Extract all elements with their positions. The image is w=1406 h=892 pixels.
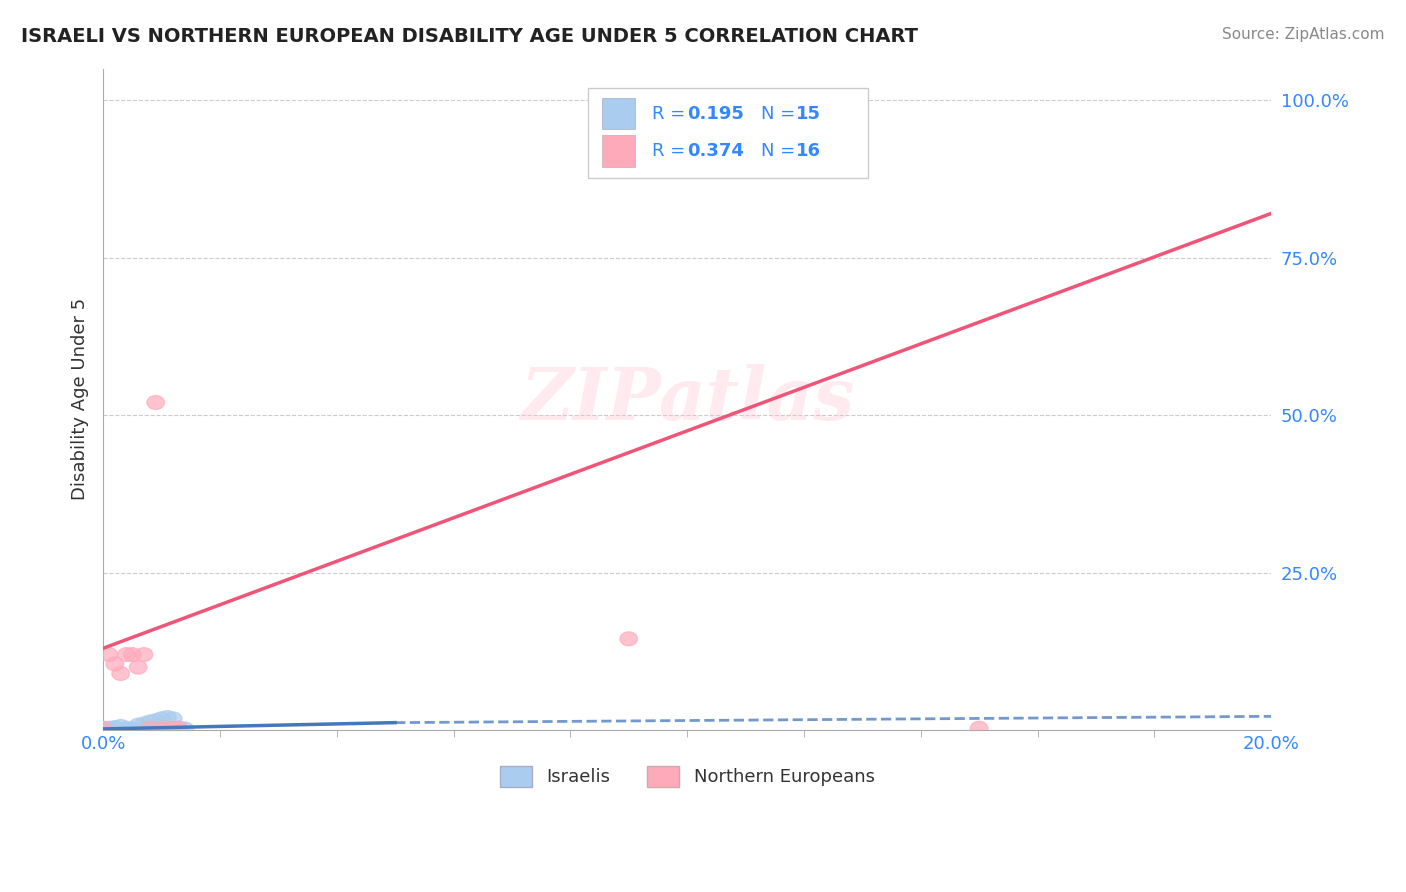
Ellipse shape — [165, 712, 181, 726]
Ellipse shape — [129, 718, 148, 732]
Ellipse shape — [159, 711, 176, 724]
Ellipse shape — [170, 722, 188, 735]
Ellipse shape — [105, 657, 124, 671]
Ellipse shape — [141, 715, 159, 729]
Ellipse shape — [135, 648, 153, 662]
FancyBboxPatch shape — [602, 136, 634, 167]
Ellipse shape — [176, 722, 194, 736]
Ellipse shape — [165, 722, 181, 735]
Ellipse shape — [124, 648, 141, 662]
Ellipse shape — [118, 722, 135, 735]
Text: ISRAELI VS NORTHERN EUROPEAN DISABILITY AGE UNDER 5 CORRELATION CHART: ISRAELI VS NORTHERN EUROPEAN DISABILITY … — [21, 27, 918, 45]
Ellipse shape — [970, 722, 988, 735]
Legend: Israelis, Northern Europeans: Israelis, Northern Europeans — [492, 759, 882, 794]
Ellipse shape — [124, 722, 141, 736]
Text: 0.195: 0.195 — [688, 104, 744, 122]
Ellipse shape — [118, 648, 135, 662]
Text: R =: R = — [652, 142, 692, 161]
Y-axis label: Disability Age Under 5: Disability Age Under 5 — [72, 298, 89, 500]
Ellipse shape — [170, 722, 188, 735]
Ellipse shape — [100, 648, 118, 662]
Ellipse shape — [94, 722, 112, 735]
Ellipse shape — [100, 722, 118, 735]
Text: N =: N = — [761, 104, 800, 122]
Ellipse shape — [620, 632, 637, 646]
Ellipse shape — [153, 722, 170, 735]
Text: N =: N = — [761, 142, 800, 161]
Text: R =: R = — [652, 104, 692, 122]
Text: 15: 15 — [796, 104, 821, 122]
Ellipse shape — [135, 717, 153, 731]
FancyBboxPatch shape — [588, 88, 868, 178]
Ellipse shape — [148, 395, 165, 409]
Text: Source: ZipAtlas.com: Source: ZipAtlas.com — [1222, 27, 1385, 42]
Ellipse shape — [105, 721, 124, 735]
Ellipse shape — [148, 714, 165, 728]
Ellipse shape — [94, 722, 112, 735]
Text: 0.374: 0.374 — [688, 142, 744, 161]
FancyBboxPatch shape — [602, 97, 634, 129]
Ellipse shape — [141, 722, 159, 735]
Ellipse shape — [112, 666, 129, 681]
Ellipse shape — [129, 660, 148, 674]
Ellipse shape — [159, 722, 176, 735]
Ellipse shape — [153, 712, 170, 726]
Text: ZIPatlas: ZIPatlas — [520, 364, 855, 435]
Ellipse shape — [112, 720, 129, 733]
Text: 16: 16 — [796, 142, 821, 161]
